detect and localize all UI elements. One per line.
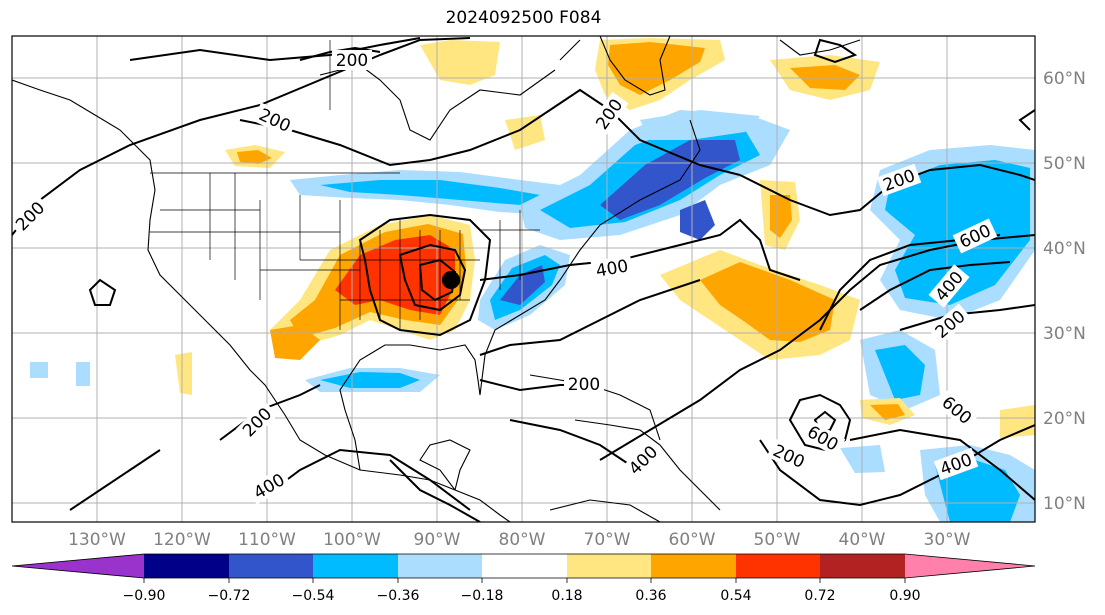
shading-positive-south-texas [270,325,320,360]
colorbar-segment [229,554,313,578]
state-borders [150,40,540,330]
latitude-labels: 60°N 50°N 40°N 30°N 20°N 10°N [1043,69,1086,514]
colorbar-segment [482,554,567,578]
lat-label-60n: 60°N [1043,69,1086,89]
lat-label-30n: 30°N [1043,324,1086,344]
map-title: 2024092500 F084 [445,8,602,28]
longitude-labels: 130°W 120°W 110°W 100°W 90°W 80°W 70°W 6… [68,530,971,550]
shading-negative-great-lakes [290,170,580,215]
colorbar-tick-label: −0.54 [292,588,335,604]
colorbar-tick-label: −0.90 [123,588,166,604]
colorbar-extend-low [12,554,144,578]
lat-label-50n: 50°N [1043,154,1086,174]
lat-label-20n: 20°N [1043,409,1086,429]
lon-label-120w: 120°W [153,530,211,550]
colorbar-tick-label: 0.72 [804,588,835,604]
colorbar-segment [313,554,398,578]
colorbar-segment [398,554,482,578]
map-frame [11,35,1036,523]
lon-label-30w: 30°W [924,530,971,550]
lon-label-110w: 110°W [238,530,296,550]
colorbar-tick-label: 0.54 [720,588,751,604]
contour-label: 200 [336,51,368,71]
colorbar-tick-label: 0.90 [889,588,920,604]
lon-label-130w: 130°W [68,530,126,550]
lon-label-70w: 70°W [584,530,631,550]
contour-label: 200 [568,375,600,395]
colorbar-segment [820,554,905,578]
lon-label-50w: 50°W [754,530,801,550]
colorbar-segment [567,554,651,578]
colorbar-tick-label: 0.18 [551,588,582,604]
colorbar-tick-label: −0.18 [461,588,504,604]
lon-label-80w: 80°W [499,530,546,550]
colorbar-segment [736,554,820,578]
shading-small-west [30,110,885,473]
lon-label-100w: 100°W [323,530,381,550]
storm-center-marker [442,271,460,289]
lat-label-10n: 10°N [1043,494,1086,514]
colorbar-tick-label: 0.36 [635,588,666,604]
colorbar: −0.90 −0.72 −0.54 −0.36 −0.18 0.18 0.36 … [11,553,1036,604]
lat-label-40n: 40°N [1043,239,1086,259]
lon-label-90w: 90°W [414,530,461,550]
colorbar-tick-label: −0.72 [208,588,251,604]
colorbar-tick-label: −0.36 [377,588,420,604]
colorbar-segment [144,554,229,578]
shading-negative-gulf [305,368,440,392]
lon-label-60w: 60°W [669,530,716,550]
lon-label-40w: 40°W [839,530,886,550]
colorbar-segment [651,554,736,578]
shading-negative-canada-east [520,110,790,240]
colorbar-extend-high [905,554,1035,578]
shading-positive-central-us [270,215,475,350]
